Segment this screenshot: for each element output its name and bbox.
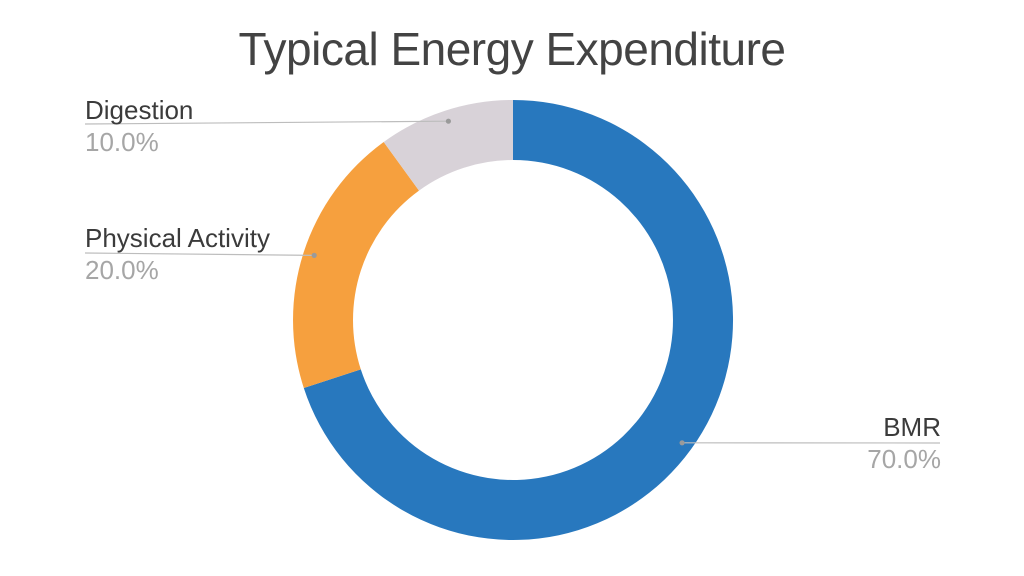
slice-percent: 70.0% [867, 444, 941, 474]
slice-name: Physical Activity [85, 223, 270, 253]
slice-percent: 10.0% [85, 127, 159, 157]
chart-title: Typical Energy Expenditure [238, 23, 786, 75]
leader-line-digestion [84, 120, 449, 125]
leader-dot-bmr [679, 440, 685, 446]
slice-percent: 20.0% [85, 255, 159, 285]
slice-label-bmr: BMR 70.0% [867, 413, 941, 473]
slice-digestion[interactable] [383, 100, 513, 191]
slice-label-physical-activity: Physical Activity 20.0% [85, 224, 270, 284]
slice-name: BMR [883, 412, 941, 442]
leader-line-physical-activity [84, 252, 315, 256]
slice-label-digestion: Digestion 10.0% [85, 96, 193, 156]
leader-dot-physical-activity [311, 252, 317, 258]
leader-dot-digestion [445, 118, 451, 124]
slice-name: Digestion [85, 95, 194, 125]
slice-physical-activity[interactable] [293, 142, 419, 388]
